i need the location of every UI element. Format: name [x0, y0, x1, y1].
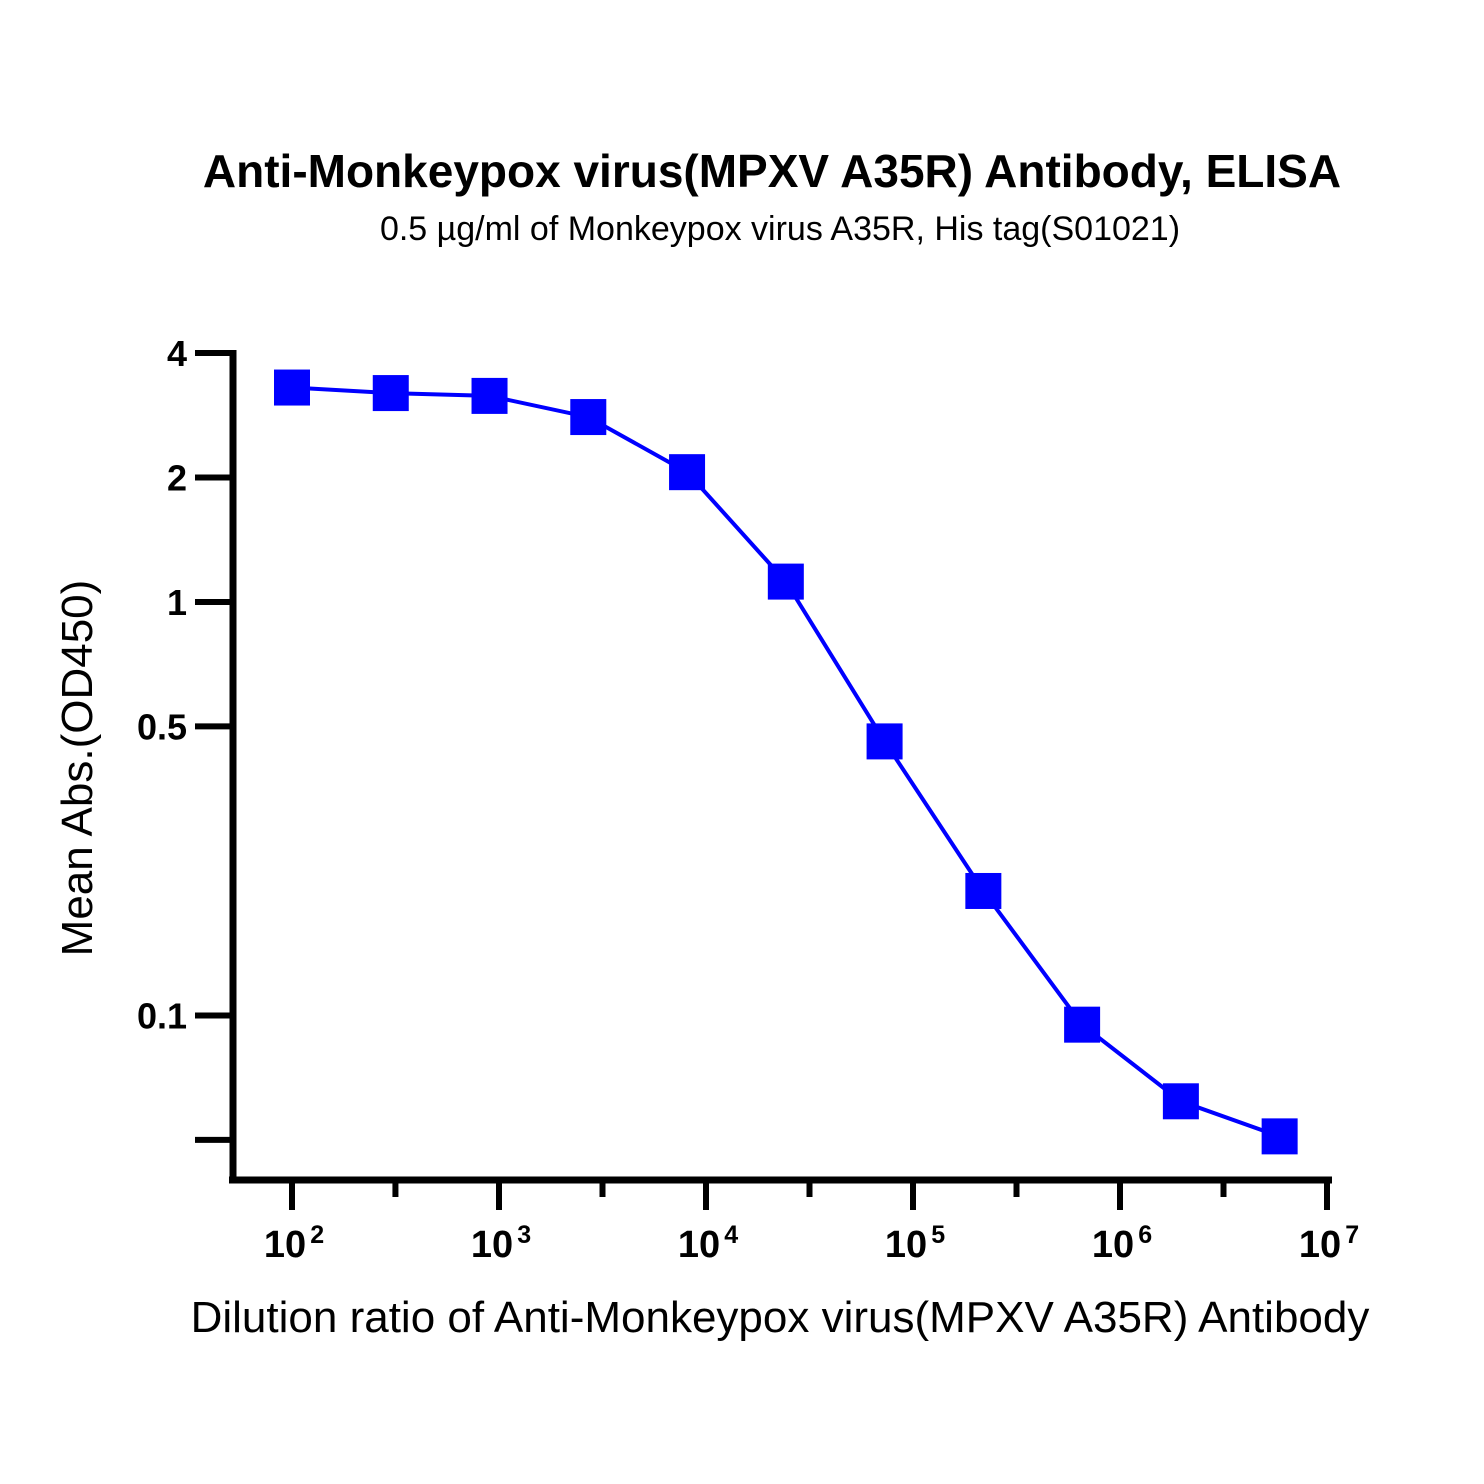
- data-point-marker: [570, 399, 607, 436]
- x-tick-label: 10 3: [471, 1221, 531, 1266]
- y-axis-label: Mean Abs.(OD450): [53, 580, 102, 957]
- data-point-marker: [471, 377, 508, 414]
- x-tick-exponent: 4: [724, 1221, 738, 1249]
- x-tick-base: 10: [678, 1224, 720, 1266]
- y-axis: 4 2 1 0.5 0.1: [137, 333, 237, 1183]
- y-tick-label: 4: [167, 333, 187, 374]
- data-point-marker: [1162, 1083, 1199, 1120]
- data-point-marker: [1261, 1118, 1298, 1155]
- chart-title: Anti-Monkeypox virus(MPXV A35R) Antibody…: [203, 145, 1341, 197]
- x-tick-base: 10: [471, 1224, 513, 1266]
- data-point-marker: [669, 454, 706, 491]
- x-tick-base: 10: [1092, 1224, 1134, 1266]
- data-point-marker: [767, 563, 804, 600]
- data-point-marker: [372, 375, 409, 412]
- x-tick-base: 10: [885, 1224, 927, 1266]
- data-point-marker: [274, 369, 310, 406]
- data-point-marker: [965, 872, 1002, 909]
- x-tick-label: 10 5: [885, 1221, 945, 1266]
- series-line: [291, 385, 1281, 1139]
- chart-subtitle: 0.5 µg/ml of Monkeypox virus A35R, His t…: [380, 210, 1180, 248]
- x-tick-label: 10 4: [678, 1221, 738, 1266]
- data-point-marker: [1064, 1006, 1101, 1043]
- x-tick-label: 10 7: [1299, 1221, 1359, 1266]
- x-tick-exponent: 3: [517, 1221, 531, 1249]
- x-tick-label: 10 2: [264, 1221, 324, 1266]
- y-tick-label: 2: [167, 457, 187, 498]
- series-layer: [274, 369, 1298, 1155]
- data-point-marker: [866, 723, 903, 760]
- x-tick-exponent: 5: [931, 1221, 945, 1249]
- y-tick-label: 1: [167, 582, 187, 623]
- x-tick-exponent: 6: [1138, 1221, 1152, 1249]
- x-tick-exponent: 2: [310, 1221, 324, 1249]
- x-tick-label: 10 6: [1092, 1221, 1152, 1266]
- x-tick-exponent: 7: [1345, 1221, 1359, 1249]
- x-axis-label: Dilution ratio of Anti-Monkeypox virus(M…: [191, 1293, 1370, 1342]
- x-tick-base: 10: [1299, 1224, 1341, 1266]
- y-tick-label: 0.5: [137, 706, 187, 747]
- x-axis: 10 2 10 3 10 4 10 5 10 6 10 7: [229, 1176, 1359, 1266]
- y-tick-label: 0.1: [137, 995, 187, 1036]
- x-tick-base: 10: [264, 1224, 306, 1266]
